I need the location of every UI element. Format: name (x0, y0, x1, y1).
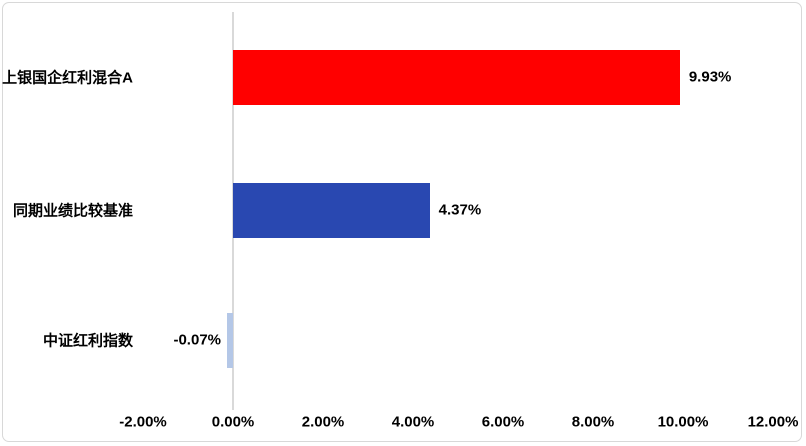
value-label: 9.93% (688, 68, 732, 86)
category-label: 上银国企红利混合A (2, 69, 133, 87)
x-axis-tick-label: 8.00% (571, 413, 615, 431)
category-label: 中证红利指数 (42, 332, 133, 350)
bar-negative (227, 312, 233, 368)
bar-positive (233, 182, 430, 238)
x-axis-tick-label: 6.00% (481, 413, 525, 431)
x-axis-tick-label: -2.00% (119, 413, 167, 431)
x-axis-tick-label: 12.00% (747, 413, 799, 431)
value-label: -0.07% (173, 331, 221, 349)
x-axis-tick-label: 0.00% (211, 413, 255, 431)
x-axis-tick-label: 4.00% (391, 413, 435, 431)
x-axis-tick-label: 10.00% (657, 413, 709, 431)
value-label: 4.37% (438, 201, 482, 219)
bar-positive (233, 49, 680, 105)
category-label: 同期业绩比较基准 (12, 202, 133, 220)
x-axis-tick-label: 2.00% (301, 413, 345, 431)
